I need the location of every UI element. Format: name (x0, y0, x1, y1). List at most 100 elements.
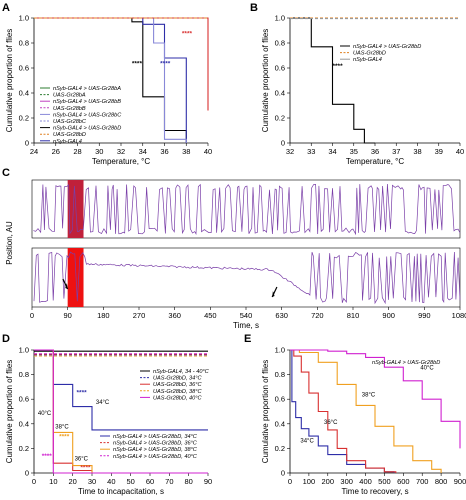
panel-e-x-tick-label: 600 (397, 477, 410, 486)
panel-e-annotation: 38°C (362, 393, 376, 399)
panel-d-legend-entry: nSyb-GAL4 > UAS-Gr28bD, 40°C (113, 454, 198, 460)
panel-e-x-tick-label: 200 (322, 477, 335, 486)
panel-d-x-tick-label: 90 (204, 477, 212, 486)
panel-e-y-axis-label: Cumulative proportion of flies (261, 360, 270, 464)
panel-c-x-tick-label: 270 (133, 311, 146, 320)
panel-c-x-tick-label: 360 (168, 311, 181, 320)
panel-d-x-tick-label: 40 (107, 477, 115, 486)
panel-a-x-tick-label: 36 (160, 147, 168, 156)
panel-b-x-tick-label: 38 (413, 147, 421, 156)
panel-a-legend-entry: nSyb-GAL4 > UAS-Gr28bB (53, 99, 121, 105)
panel-a-plot: 24 26 28 30 32 34 36 38 40 0 0.2 0.4 0.6 0.8 1.0 Temper… (5, 14, 212, 167)
panel-label-a: A (2, 2, 10, 14)
panel-d-annotation: 38°C (55, 425, 69, 431)
panel-b-y-axis-label: Cumulative proportion of flies (261, 29, 270, 133)
panel-d-y-tick-label: 0 (25, 469, 29, 478)
panel-a-x-tick-label: 30 (95, 147, 103, 156)
panel-b-y-tick-label: 0.6 (275, 64, 285, 73)
panel-b-x-tick-label: 34 (328, 147, 336, 156)
panel-e-x-tick-label: 100 (303, 477, 316, 486)
panel-b-x-tick-label: 33 (307, 147, 315, 156)
panel-a-legend-entry: nSyb-GAL4 > UAS-Gr28bC (53, 112, 122, 118)
panel-c-x-tick-label: 450 (204, 311, 217, 320)
panel-d-annotation: 36°C (75, 457, 89, 463)
panel-e-annotation: 34°C (300, 438, 314, 444)
panel-d-y-tick-label: 0.6 (19, 395, 29, 404)
panel-b-series-line-0 (290, 17, 375, 144)
panel-d-annotation: **** (77, 389, 88, 396)
panel-a-legend-entry: nSyb-GAL4 (53, 139, 82, 145)
panel-e-y-tick-label: 0.4 (275, 419, 285, 428)
panel-b-x-tick-label: 40 (456, 147, 464, 156)
panel-d-y-tick-label: 0.4 (19, 419, 29, 428)
panel-a-y-tick-label: 0.2 (19, 114, 29, 123)
panel-d-legend-entry: UAS-Gr28bD, 38°C (153, 389, 203, 395)
panel-d-annotation: 40°C (38, 411, 52, 417)
panel-b-legend-entry: nSyb-GAL4 > UAS-Gr28bD (353, 44, 421, 50)
panel-a-legend-entry: UAS-Gr28bD (53, 132, 86, 138)
panel-e-y-tick-label: 0.6 (275, 395, 285, 404)
panel-e-series-line-0 (290, 349, 395, 473)
panel-a-x-tick-label: 32 (117, 147, 125, 156)
panel-e-x-tick-label: 0 (288, 477, 292, 486)
panel-a-x-tick-label: 26 (52, 147, 60, 156)
panel-a-legend-entry: UAS-Gr28bA (53, 93, 86, 99)
panel-c-trace-frame (31, 179, 461, 239)
panel-d-legend-entry: UAS-Gr28bD, 34°C (153, 376, 203, 382)
panel-d-x-tick-label: 50 (126, 477, 134, 486)
panel-a-legend-entry: UAS-Gr28bC (53, 119, 87, 125)
panel-c-x-tick-label: 180 (97, 311, 110, 320)
panel-c-x-tick-label: 900 (382, 311, 395, 320)
panel-d-y-tick-label: 0.8 (19, 370, 29, 379)
panel-e-y-tick-label: 0 (281, 469, 285, 478)
panel-b-legend-entry: UAS-Gr28bD (353, 51, 386, 57)
panel-d-x-tick-label: 0 (32, 477, 36, 486)
panel-b-y-tick-label: 1.0 (275, 14, 285, 23)
panel-e-x-tick-label: 500 (378, 477, 391, 486)
panel-a-x-tick-label: 24 (30, 147, 38, 156)
panel-d-series-line-4 (34, 349, 208, 474)
panel-b-x-tick-label: 37 (392, 147, 400, 156)
panel-d-y-axis-label: Cumulative proportion of flies (5, 360, 14, 464)
panel-e-series-line-3 (290, 349, 461, 449)
panel-a-y-tick-label: 0.6 (19, 64, 29, 73)
panel-e-x-tick-label: 900 (454, 477, 466, 486)
panel-c-x-tick-label: 0 (30, 311, 34, 320)
panel-c-y-axis-label: Position, AU (5, 221, 14, 265)
panel-a-y-tick-label: 0.8 (19, 39, 29, 48)
panel-d-annotation: **** (42, 453, 53, 460)
panel-d-x-tick-label: 60 (146, 477, 154, 486)
panel-c-x-tick-label: 90 (63, 311, 71, 320)
panel-a-annotation: **** (132, 61, 143, 68)
panel-c-stimulus-highlight (67, 248, 84, 307)
panel-c-x-tick-label: 540 (240, 311, 253, 320)
panel-d-legend-entry: nSyb-GAL4 > UAS-Gr28bD, 36°C (113, 441, 198, 447)
panel-a-legend-entry: nSyb-GAL4 > UAS-Gr28bD (53, 126, 121, 132)
panel-e-plot: 0 100 200 300 400 500 600 700 800 900 0 0.2 0.4 0.6 0.… (261, 346, 466, 497)
panel-d-annotation: **** (59, 434, 70, 441)
panel-d-annotation: 34°C (96, 400, 110, 406)
panel-d-x-tick-label: 80 (184, 477, 192, 486)
panel-b-legend-entry: nSyb-GAL4 (353, 57, 382, 63)
panel-d-y-tick-label: 1.0 (19, 346, 29, 355)
panel-c-position-trace-bottom (33, 251, 461, 305)
panel-e-x-tick-label: 400 (359, 477, 372, 486)
panel-c-arrow-head (65, 283, 68, 289)
panel-c-x-tick-label: 720 (311, 311, 324, 320)
panel-a-y-tick-label: 1.0 (19, 14, 29, 23)
panel-e-series-line-2 (290, 349, 442, 473)
panel-a-annotation: **** (160, 61, 171, 68)
panel-d-x-tick-label: 20 (68, 477, 76, 486)
panel-b-x-axis-label: Temperature, °C (346, 157, 405, 166)
panel-a-legend-entry: nSyb-GAL4 > UAS-Gr28bA (53, 86, 121, 92)
panel-d-x-axis-label: Time to incapacitation, s (78, 487, 164, 496)
panel-e-annotation: 40°C (420, 366, 434, 372)
panel-a-y-tick-label: 0 (25, 139, 29, 148)
panel-a-x-tick-label: 38 (182, 147, 190, 156)
panel-d-y-tick-label: 0.2 (19, 444, 29, 453)
panel-a-annotation: **** (182, 31, 193, 38)
panel-b-y-tick-label: 0.4 (275, 89, 285, 98)
panel-d-legend-entry: UAS-Gr28bD, 36°C (153, 382, 203, 388)
panel-b-annotation: **** (333, 63, 344, 70)
panel-e-y-tick-label: 0.8 (275, 370, 285, 379)
